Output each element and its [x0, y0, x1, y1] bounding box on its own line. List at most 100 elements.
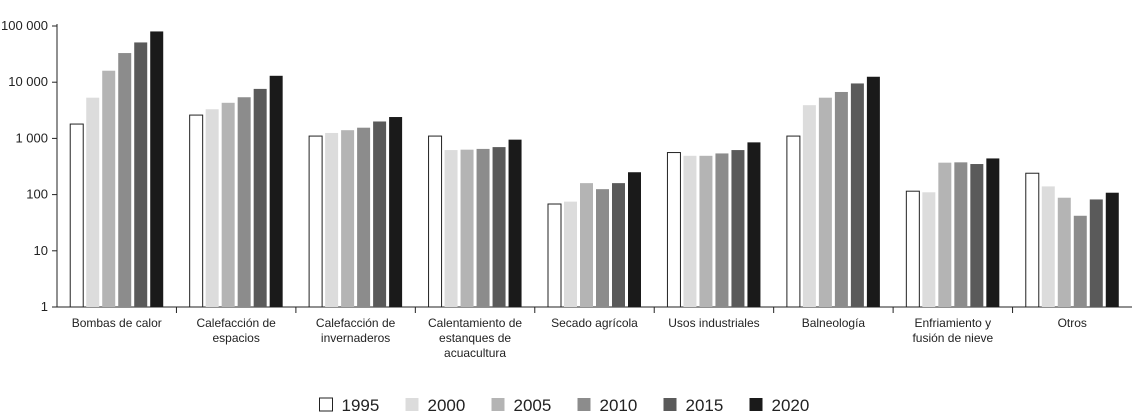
bar-2010-2: [357, 127, 371, 307]
y-tick-label: 1: [41, 299, 48, 314]
category-label: Balneología: [802, 316, 866, 330]
category-label: Calefacción de invernaderos: [316, 316, 396, 345]
bar-2010-4: [596, 189, 609, 307]
bar-2000-3: [444, 150, 458, 307]
legend-swatch-2000: [405, 398, 419, 411]
legend-label-2010: 2010: [600, 396, 638, 415]
bar-2020-1: [269, 75, 283, 307]
bar-2005-4: [580, 183, 593, 307]
bar-2005-5: [699, 155, 713, 307]
y-tick-label: 100 000: [1, 18, 48, 33]
bar-2015-0: [134, 42, 148, 307]
category-label: Otros: [1058, 316, 1087, 330]
bar-2020-7: [986, 158, 1000, 307]
bar-1995-1: [189, 114, 204, 308]
legend-label-2020: 2020: [772, 396, 810, 415]
category-label-line: Calefacción de: [316, 316, 396, 330]
legend-swatch-2005: [491, 398, 505, 411]
bar-2000-0: [86, 97, 100, 307]
bar-2020-2: [389, 117, 403, 307]
bar-2000-6: [802, 105, 816, 308]
bar-2015-4: [612, 183, 625, 307]
legend-swatch-2020: [749, 398, 763, 411]
bar-1995-2: [308, 135, 323, 308]
category-label-line: Enfriamiento y: [914, 316, 991, 330]
bar-2005-7: [938, 162, 952, 307]
bar-1995-3: [428, 135, 443, 308]
bar-1995-7: [905, 190, 920, 308]
bar-2005-8: [1057, 197, 1071, 307]
legend-label-2005: 2005: [514, 396, 552, 415]
bar-2005-1: [221, 102, 235, 307]
axes: 1 10 100 1 000 10 000 100 000: [1, 18, 1132, 314]
category-label: Calefacción de espacios: [196, 316, 276, 345]
bar-2000-4: [564, 201, 577, 307]
category-label-line: espacios: [212, 331, 259, 345]
bar-2005-2: [341, 130, 355, 307]
legend-swatch-2015: [663, 398, 677, 411]
category-label-line: Calentamiento de: [428, 316, 522, 330]
category-label-line: estanques de: [439, 331, 511, 345]
bar-2010-0: [118, 53, 132, 308]
category-label-line: Secado agrícola: [551, 316, 638, 330]
category-label: Enfriamiento y fusión de nieve: [912, 316, 993, 345]
legend-swatch-2010: [577, 398, 591, 411]
bar-1995-6: [786, 135, 801, 308]
bar-1995-4: [547, 203, 562, 308]
category-label: Calentamiento de estanques de acuacultura: [428, 316, 522, 360]
bar-2015-6: [850, 83, 864, 307]
bar-2000-1: [205, 109, 219, 307]
bar-2005-0: [102, 70, 116, 307]
category-label-line: Bombas de calor: [72, 316, 162, 330]
bar-2015-5: [731, 150, 745, 307]
category-label-line: fusión de nieve: [912, 331, 993, 345]
legend-label-2015: 2015: [686, 396, 724, 415]
bar-2010-5: [715, 153, 729, 307]
bar-2015-8: [1089, 199, 1103, 307]
bar-2020-4: [628, 172, 641, 307]
bar-2000-2: [325, 132, 339, 307]
bar-2010-1: [237, 97, 251, 307]
bar-1995-0: [69, 123, 84, 308]
category-label: Usos industriales: [668, 316, 759, 330]
bar-2020-6: [866, 76, 880, 307]
bar-1995-8: [1025, 172, 1040, 308]
bars: [69, 31, 1119, 308]
y-tick-label: 10: [34, 243, 48, 258]
category-labels: Bombas de calor Calefacción de espaciosCal…: [72, 316, 1087, 360]
category-label: Bombas de calor: [72, 316, 162, 330]
bar-2010-3: [476, 148, 490, 307]
category-label-line: Usos industriales: [668, 316, 759, 330]
bar-2015-2: [373, 121, 387, 307]
category-label-line: Balneología: [802, 316, 866, 330]
bar-2015-3: [492, 147, 506, 307]
legend: 1995 2000 2005 2010 2015 2020: [319, 396, 810, 415]
category-label: Secado agrícola: [551, 316, 638, 330]
y-tick-label: 10 000: [8, 74, 48, 89]
bar-2010-6: [834, 91, 848, 307]
bar-2020-5: [747, 142, 761, 307]
bar-2000-8: [1041, 186, 1055, 307]
bar-2000-5: [683, 155, 697, 307]
bar-2015-1: [253, 88, 267, 307]
category-label-line: acuacultura: [444, 346, 506, 360]
bar-2020-0: [150, 31, 164, 307]
y-tick-label: 100: [26, 187, 48, 202]
bar-2020-8: [1105, 192, 1119, 307]
category-label-line: Otros: [1058, 316, 1087, 330]
bar-2005-3: [460, 149, 474, 307]
bar-2015-7: [970, 164, 984, 307]
legend-label-1995: 1995: [342, 396, 380, 415]
legend-label-2000: 2000: [428, 396, 466, 415]
category-label-line: invernaderos: [321, 331, 390, 345]
legend-swatch-1995: [319, 397, 333, 412]
bar-2020-3: [508, 139, 522, 307]
bar-2010-8: [1073, 215, 1087, 307]
category-label-line: Calefacción de: [196, 316, 276, 330]
bar-2005-6: [818, 97, 832, 307]
bar-2010-7: [954, 162, 968, 307]
bar-2000-7: [922, 192, 936, 307]
bar-1995-5: [666, 152, 681, 308]
y-tick-label: 1 000: [15, 130, 48, 145]
